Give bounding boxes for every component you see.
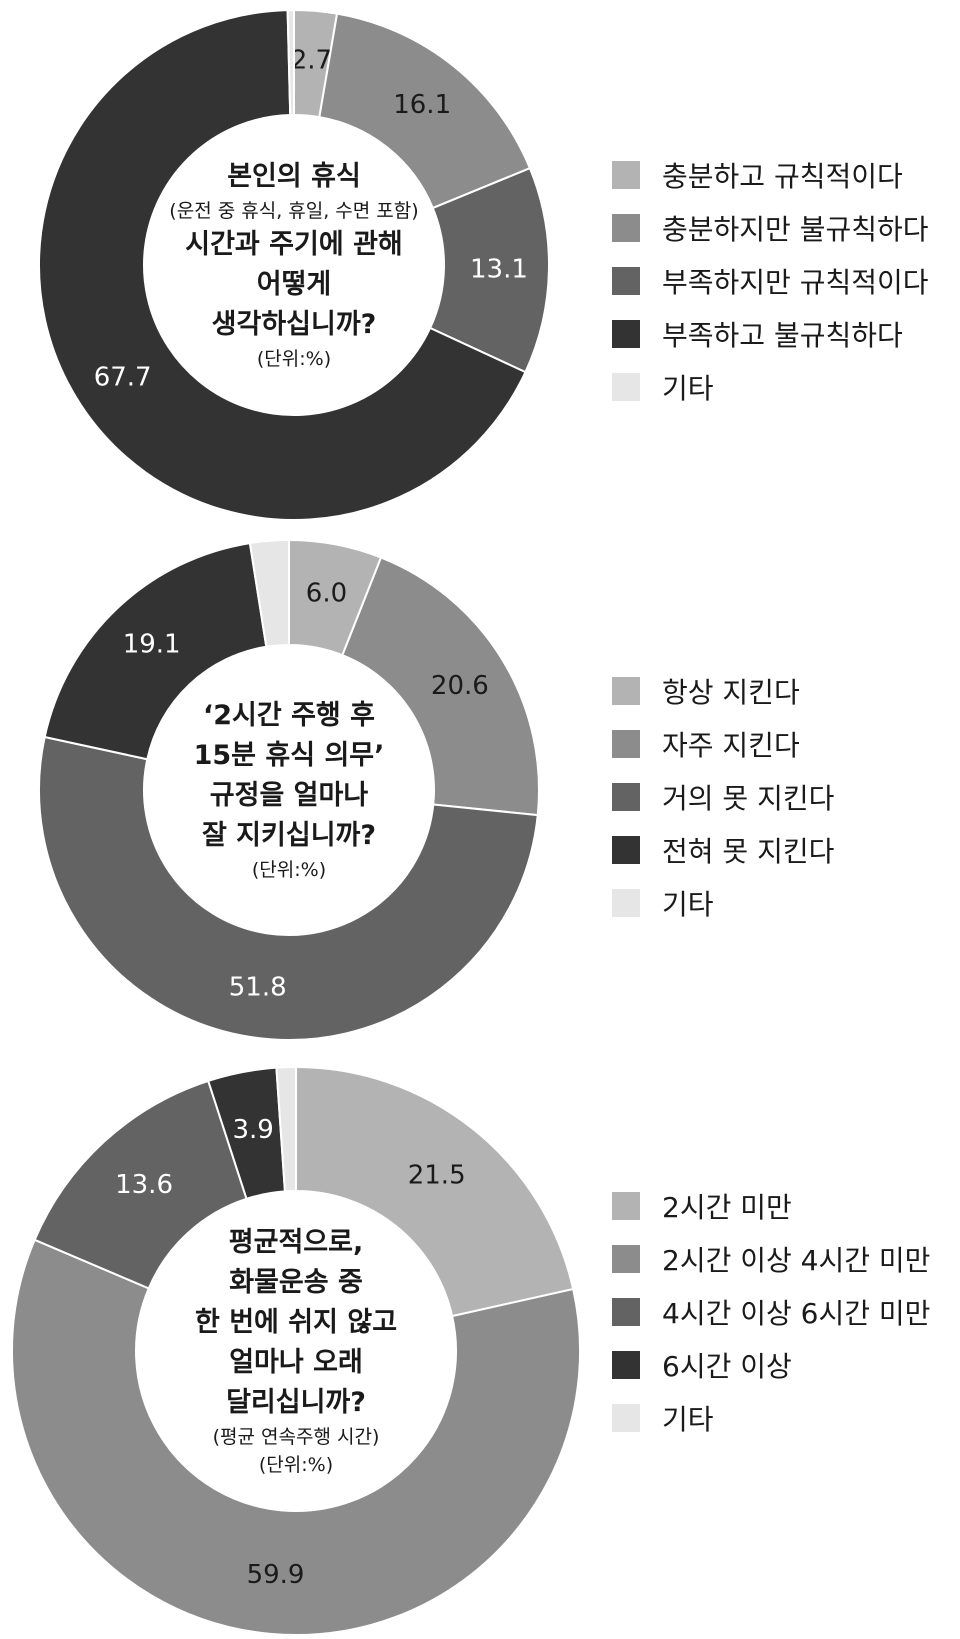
legend-item: 부족하지만 규칙적이다 <box>612 254 929 307</box>
chart-1-unit: (단위:%) <box>256 348 332 370</box>
legend-label: 2시간 미만 <box>662 1190 792 1224</box>
legend-label: 충분하지만 불규칙하다 <box>662 212 929 246</box>
legend-label: 2시간 이상 4시간 미만 <box>662 1243 931 1277</box>
legend-label: 항상 지킨다 <box>662 675 800 709</box>
legend-label: 부족하지만 규칙적이다 <box>662 265 929 299</box>
legend-swatch <box>612 729 640 758</box>
donut-segment <box>11 1238 581 1636</box>
legend-label: 전혀 못 지킨다 <box>662 834 835 868</box>
data-label: 21.5 <box>408 1160 466 1190</box>
legend-item: 기타 <box>612 876 834 929</box>
legend-item: 충분하고 규칙적이다 <box>612 148 929 201</box>
legend-swatch <box>612 782 640 811</box>
donut-segment <box>286 8 295 117</box>
chart-1-question-line-2: 시간과 주기에 관해 <box>185 229 403 260</box>
legend-label: 거의 못 지킨다 <box>662 781 835 815</box>
legend-item: 충분하지만 불규칙하다 <box>612 201 929 254</box>
legend-item: 2시간 미만 <box>612 1179 930 1232</box>
data-label: 13.1 <box>470 255 528 285</box>
chart-2-question-line-4: 잘 지키십니까? <box>201 820 377 851</box>
chart-2-legend: 항상 지킨다 자주 지킨다 거의 못 지킨다 전혀 못 지킨다 기타 <box>612 664 834 929</box>
legend-label: 4시간 이상 6시간 미만 <box>662 1296 931 1330</box>
donut-segment <box>248 540 290 648</box>
legend-swatch <box>612 835 640 864</box>
chart-3-legend: 2시간 미만 2시간 이상 4시간 미만 4시간 이상 6시간 미만 6시간 이… <box>612 1179 930 1444</box>
data-label: 19.1 <box>123 630 181 660</box>
chart-2-question-line-2: 15분 휴식 의무’ <box>193 740 385 771</box>
legend-label: 충분하고 규칙적이다 <box>662 159 903 193</box>
legend-item: 전혀 못 지킨다 <box>612 823 834 876</box>
legend-item: 자주 지킨다 <box>612 717 834 770</box>
legend-item: 부족하고 불규칙하다 <box>612 307 929 360</box>
data-label: 51.8 <box>229 973 287 1003</box>
legend-label: 기타 <box>662 1402 714 1436</box>
legend-item: 기타 <box>612 1391 930 1444</box>
chart-3-note: (평균 연속주행 시간) <box>212 1426 380 1448</box>
legend-swatch <box>612 888 640 917</box>
donut-segment <box>43 541 268 761</box>
legend-label: 기타 <box>662 371 714 405</box>
legend-swatch <box>612 1297 640 1326</box>
data-label: 6.0 <box>306 579 347 609</box>
legend-swatch <box>612 319 640 348</box>
chart-1-note: (운전 중 휴식, 휴일, 수면 포함) <box>169 200 419 222</box>
chart-panel-3: 21.5 59.9 13.6 3.9 평균적으로, 화물운송 중 한 번에 쉬지 않고… <box>0 1060 960 1639</box>
chart-panel-2: 6.0 20.6 51.8 19.1 ‘2시간 주행 후 15분 휴식 의무’ 규정을… <box>0 540 960 1060</box>
legend-swatch <box>612 160 640 189</box>
chart-1-center-text: 본인의 휴식 (운전 중 휴식, 휴일, 수면 포함) 시간과 주기에 관해 어… <box>144 140 444 390</box>
chart-1-legend: 충분하고 규칙적이다 충분하지만 불규칙하다 부족하지만 규칙적이다 부족하고 … <box>612 148 929 413</box>
chart-3-center-text: 평균적으로, 화물운송 중 한 번에 쉬지 않고 얼마나 오래 달리십니까? (… <box>141 1206 451 1496</box>
donut-chart-3: 21.5 59.9 13.6 3.9 <box>11 1065 581 1636</box>
chart-1-question-line-4: 생각하십니까? <box>211 309 377 340</box>
chart-3-question-line-5: 달리십니까? <box>226 1387 366 1418</box>
data-label: 59.9 <box>247 1560 305 1590</box>
data-label: 16.1 <box>393 90 451 120</box>
legend-item: 항상 지킨다 <box>612 664 834 717</box>
chart-3-question-line-2: 화물운송 중 <box>229 1267 363 1298</box>
donut-chart-2: 6.0 20.6 51.8 19.1 <box>38 540 540 1041</box>
legend-swatch <box>612 1244 640 1273</box>
legend-label: 기타 <box>662 887 714 921</box>
legend-label: 6시간 이상 <box>662 1349 792 1383</box>
donut-segment <box>318 12 532 210</box>
chart-3-question-line-1: 평균적으로, <box>228 1227 364 1258</box>
legend-item: 거의 못 지킨다 <box>612 770 834 823</box>
legend-swatch <box>612 1191 640 1220</box>
legend-swatch <box>612 1403 640 1432</box>
chart-1-question-line-3: 어떻게 <box>256 269 332 300</box>
chart-1-question-line-1: 본인의 휴식 <box>227 161 361 192</box>
donut-segment <box>33 1079 248 1290</box>
donut-segment <box>341 556 540 817</box>
chart-2-question-line-1: ‘2시간 주행 후 <box>202 700 376 731</box>
chart-2-center-text: ‘2시간 주행 후 15분 휴식 의무’ 규정을 얼마나 잘 지키십니까? (단… <box>144 680 434 900</box>
legend-label: 자주 지킨다 <box>662 728 800 762</box>
legend-item: 4시간 이상 6시간 미만 <box>612 1285 930 1338</box>
data-label: 3.9 <box>232 1115 273 1145</box>
donut-segment <box>295 1065 575 1318</box>
donut-chart-1: 2.7 16.1 13.1 67.7 <box>38 8 550 521</box>
chart-2-unit: (단위:%) <box>251 859 327 881</box>
legend-item: 6시간 이상 <box>612 1338 930 1391</box>
donut-segment <box>38 9 527 521</box>
legend-swatch <box>612 372 640 401</box>
donut-segment <box>38 735 539 1041</box>
legend-swatch <box>612 676 640 705</box>
chart-3-question-line-4: 얼마나 오래 <box>229 1347 363 1378</box>
legend-label: 부족하고 불규칙하다 <box>662 318 903 352</box>
legend-swatch <box>612 266 640 295</box>
data-label: 13.6 <box>115 1170 173 1200</box>
legend-swatch <box>612 213 640 242</box>
data-label: 2.7 <box>291 46 332 76</box>
data-label: 20.6 <box>431 671 489 701</box>
chart-3-unit: (단위:%) <box>258 1454 334 1476</box>
legend-swatch <box>612 1350 640 1379</box>
chart-2-question-line-3: 규정을 얼마나 <box>209 780 369 811</box>
legend-item: 기타 <box>612 360 929 413</box>
chart-panel-1: 2.7 16.1 13.1 67.7 본인의 휴식 (운전 중 휴식, 휴일, 수면 … <box>0 0 960 540</box>
legend-item: 2시간 이상 4시간 미만 <box>612 1232 930 1285</box>
data-label: 67.7 <box>94 363 152 393</box>
donut-segment <box>275 1065 297 1193</box>
chart-3-question-line-3: 한 번에 쉬지 않고 <box>194 1307 398 1338</box>
